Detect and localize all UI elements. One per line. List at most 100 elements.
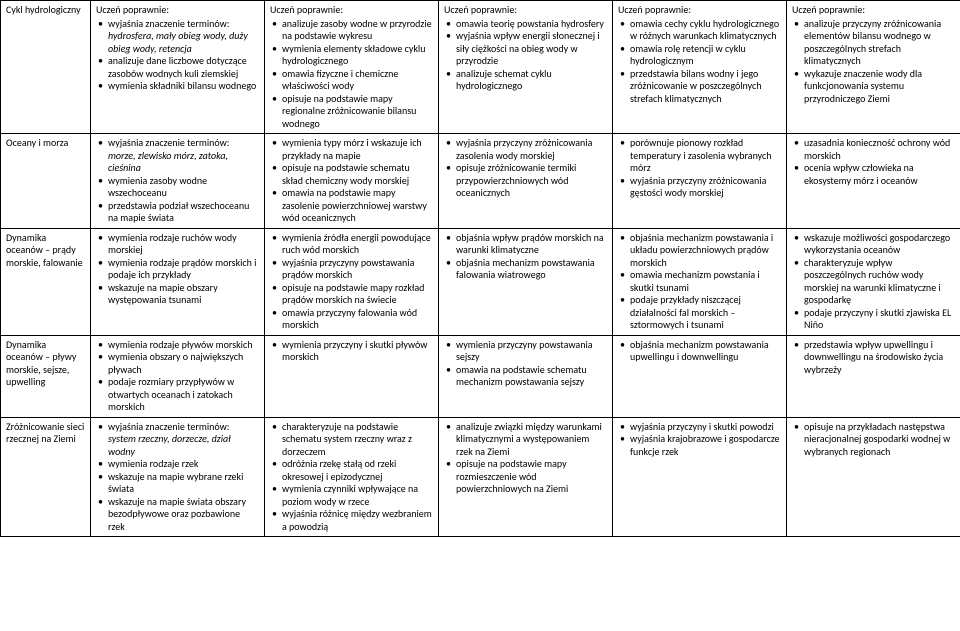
- list-item: wyjaśnia znaczenie terminów: system rzec…: [108, 421, 259, 459]
- list-item: uzasadnia konieczność ochrony wód morski…: [804, 137, 955, 162]
- bullet-list: objaśnia mechanizm powstawania upwelling…: [618, 339, 781, 364]
- list-item: omawia fizyczne i chemiczne właściwości …: [282, 68, 433, 93]
- list-item: wymienia przyczyny powstawania sejszy: [456, 339, 607, 364]
- list-item: opisuje na podstawie schematu skład chem…: [282, 162, 433, 187]
- cell: Uczeń poprawnie:omawia cechy cyklu hydro…: [613, 1, 787, 134]
- list-item: opisuje zróżnicowanie termiki przypowier…: [456, 162, 607, 200]
- bullet-list: wyjaśnia znaczenie terminów: morze, zlew…: [96, 137, 259, 225]
- cell-header: Uczeń poprawnie:: [792, 4, 955, 17]
- cell: porównuje pionowy rozkład temperatury i …: [613, 134, 787, 229]
- list-item: analizuje zasoby wodne w przyrodzie na p…: [282, 18, 433, 43]
- list-item: wymienia czynniki wpływające na poziom w…: [282, 483, 433, 508]
- bullet-list: wymienia rodzaje pływów morskichwymienia…: [96, 339, 259, 414]
- bullet-list: opisuje na przykładach następstwa nierac…: [792, 421, 955, 459]
- list-item: wyjaśnia przyczyny zróżnicowania zasolen…: [456, 137, 607, 162]
- bullet-list: wyjaśnia przyczyny i skutki powodziwyjaś…: [618, 421, 781, 459]
- list-item: analizuje schemat cyklu hydrologicznego: [456, 68, 607, 93]
- list-item: wyjaśnia różnicę między wezbraniem a pow…: [282, 508, 433, 533]
- list-item: opisuje na przykładach następstwa nierac…: [804, 421, 955, 459]
- table-row: Zróżnicowanie sieci rzecznej na Ziemiwyj…: [1, 417, 960, 537]
- list-item: wyjaśnia krajobrazowe i gospodarcze funk…: [630, 433, 781, 458]
- list-item: wymienia obszary o największych pływach: [108, 351, 259, 376]
- table-row: Dynamika oceanów – pływy morskie, sejsze…: [1, 335, 960, 417]
- bullet-list: wyjaśnia znaczenie terminów: hydrosfera,…: [96, 18, 259, 93]
- table-row: Dynamika oceanów – prądy morskie, falowa…: [1, 228, 960, 335]
- bullet-list: wymienia źródła energii powodujące ruch …: [270, 232, 433, 332]
- cell: wymienia rodzaje pływów morskichwymienia…: [91, 335, 265, 417]
- list-item: omawia cechy cyklu hydrologicznego w róż…: [630, 18, 781, 43]
- bullet-list: porównuje pionowy rozkład temperatury i …: [618, 137, 781, 200]
- row-label: Oceany i morza: [1, 134, 91, 229]
- list-item: charakteryzuje na podstawie schematu sys…: [282, 421, 433, 459]
- bullet-list: wymienia przyczyny i skutki pływów morsk…: [270, 339, 433, 364]
- cell: wyjaśnia przyczyny zróżnicowania zasolen…: [439, 134, 613, 229]
- list-item: objaśnia mechanizm powstawania upwelling…: [630, 339, 781, 364]
- cell-header: Uczeń poprawnie:: [96, 4, 259, 17]
- cell: przedstawia wpływ upwellingu i downwelli…: [787, 335, 960, 417]
- bullet-list: wyjaśnia przyczyny zróżnicowania zasolen…: [444, 137, 607, 200]
- list-item: omawia mechanizm powstania i skutki tsun…: [630, 269, 781, 294]
- list-item: podaje przyczyny i skutki zjawiska EL Ni…: [804, 307, 955, 332]
- bullet-list: wymienia rodzaje ruchów wody morskiejwym…: [96, 232, 259, 307]
- list-item: wykazuje znaczenie wody dla funkcjonowan…: [804, 68, 955, 106]
- list-item: omawia na podstawie schematu mechanizm p…: [456, 364, 607, 389]
- bullet-list: objaśnia wpływ prądów morskich na warunk…: [444, 232, 607, 282]
- bullet-list: wymienia typy mórz i wskazuje ich przykł…: [270, 137, 433, 225]
- curriculum-table: Cykl hydrologicznyUczeń poprawnie:wyjaśn…: [0, 0, 960, 537]
- cell: Uczeń poprawnie:wyjaśnia znaczenie termi…: [91, 1, 265, 134]
- bullet-list: przedstawia wpływ upwellingu i downwelli…: [792, 339, 955, 377]
- bullet-list: objaśnia mechanizm powstawania i układu …: [618, 232, 781, 332]
- bullet-list: analizuje przyczyny zróżnicowania elemen…: [792, 18, 955, 106]
- table-row: Cykl hydrologicznyUczeń poprawnie:wyjaśn…: [1, 1, 960, 134]
- list-item: objaśnia wpływ prądów morskich na warunk…: [456, 232, 607, 257]
- list-item: wyjaśnia przyczyny powstawania prądów mo…: [282, 257, 433, 282]
- list-item: analizuje dane liczbowe dotyczące zasobó…: [108, 55, 259, 80]
- cell-header: Uczeń poprawnie:: [444, 4, 607, 17]
- cell: Uczeń poprawnie:analizuje przyczyny zróż…: [787, 1, 960, 134]
- list-item: objaśnia mechanizm powstawania falowania…: [456, 257, 607, 282]
- list-item: omawia na podstawie mapy zasolenie powie…: [282, 187, 433, 225]
- row-label: Cykl hydrologiczny: [1, 1, 91, 134]
- bullet-list: charakteryzuje na podstawie schematu sys…: [270, 421, 433, 534]
- bullet-list: analizuje związki między warunkami klima…: [444, 421, 607, 496]
- list-item: wskazuje na mapie wybrane rzeki świata: [108, 471, 259, 496]
- list-item: wskazuje możliwości gospodarczego wykorz…: [804, 232, 955, 257]
- list-item: wyjaśnia wpływ energii słonecznej i siły…: [456, 30, 607, 68]
- list-item: przedstawia bilans wodny i jego zróżnico…: [630, 68, 781, 106]
- cell: wymienia źródła energii powodujące ruch …: [265, 228, 439, 335]
- list-item: wskazuje na mapie świata obszary bezodpł…: [108, 496, 259, 534]
- list-item: ocenia wpływ człowieka na ekosystemy mór…: [804, 162, 955, 187]
- cell: wymienia przyczyny powstawania sejszyoma…: [439, 335, 613, 417]
- cell: objaśnia mechanizm powstawania i układu …: [613, 228, 787, 335]
- cell: charakteryzuje na podstawie schematu sys…: [265, 417, 439, 537]
- cell: wyjaśnia przyczyny i skutki powodziwyjaś…: [613, 417, 787, 537]
- bullet-list: analizuje zasoby wodne w przyrodzie na p…: [270, 18, 433, 131]
- list-item: opisuje na podstawie mapy regionalne zró…: [282, 93, 433, 131]
- cell: Uczeń poprawnie:omawia teorię powstania …: [439, 1, 613, 134]
- bullet-list: wymienia przyczyny powstawania sejszyoma…: [444, 339, 607, 389]
- list-item: wyjaśnia znaczenie terminów: morze, zlew…: [108, 137, 259, 175]
- cell-header: Uczeń poprawnie:: [270, 4, 433, 17]
- list-item: wyjaśnia znaczenie terminów: hydrosfera,…: [108, 18, 259, 56]
- list-item: przedstawia podział wszechoceanu na mapi…: [108, 200, 259, 225]
- cell: wymienia rodzaje ruchów wody morskiejwym…: [91, 228, 265, 335]
- list-item: przedstawia wpływ upwellingu i downwelli…: [804, 339, 955, 377]
- cell: wskazuje możliwości gospodarczego wykorz…: [787, 228, 960, 335]
- list-item: analizuje przyczyny zróżnicowania elemen…: [804, 18, 955, 68]
- list-item: opisuje na podstawie mapy rozkład prądów…: [282, 282, 433, 307]
- cell: objaśnia wpływ prądów morskich na warunk…: [439, 228, 613, 335]
- bullet-list: wyjaśnia znaczenie terminów: system rzec…: [96, 421, 259, 534]
- list-item: porównuje pionowy rozkład temperatury i …: [630, 137, 781, 175]
- list-item: wymienia składniki bilansu wodnego: [108, 80, 259, 93]
- list-item: wymienia rodzaje prądów morskich i podaj…: [108, 257, 259, 282]
- bullet-list: omawia cechy cyklu hydrologicznego w róż…: [618, 18, 781, 106]
- cell: wyjaśnia znaczenie terminów: system rzec…: [91, 417, 265, 537]
- row-label: Dynamika oceanów – prądy morskie, falowa…: [1, 228, 91, 335]
- list-item: podaje rozmiary przypływów w otwartych o…: [108, 376, 259, 414]
- cell: wymienia przyczyny i skutki pływów morsk…: [265, 335, 439, 417]
- list-item: podaje przykłady niszczącej działalności…: [630, 294, 781, 332]
- table-row: Oceany i morza wyjaśnia znaczenie terminó…: [1, 134, 960, 229]
- bullet-list: wskazuje możliwości gospodarczego wykorz…: [792, 232, 955, 332]
- list-item: wymienia źródła energii powodujące ruch …: [282, 232, 433, 257]
- bullet-list: omawia teorię powstania hydrosferywyjaśn…: [444, 18, 607, 93]
